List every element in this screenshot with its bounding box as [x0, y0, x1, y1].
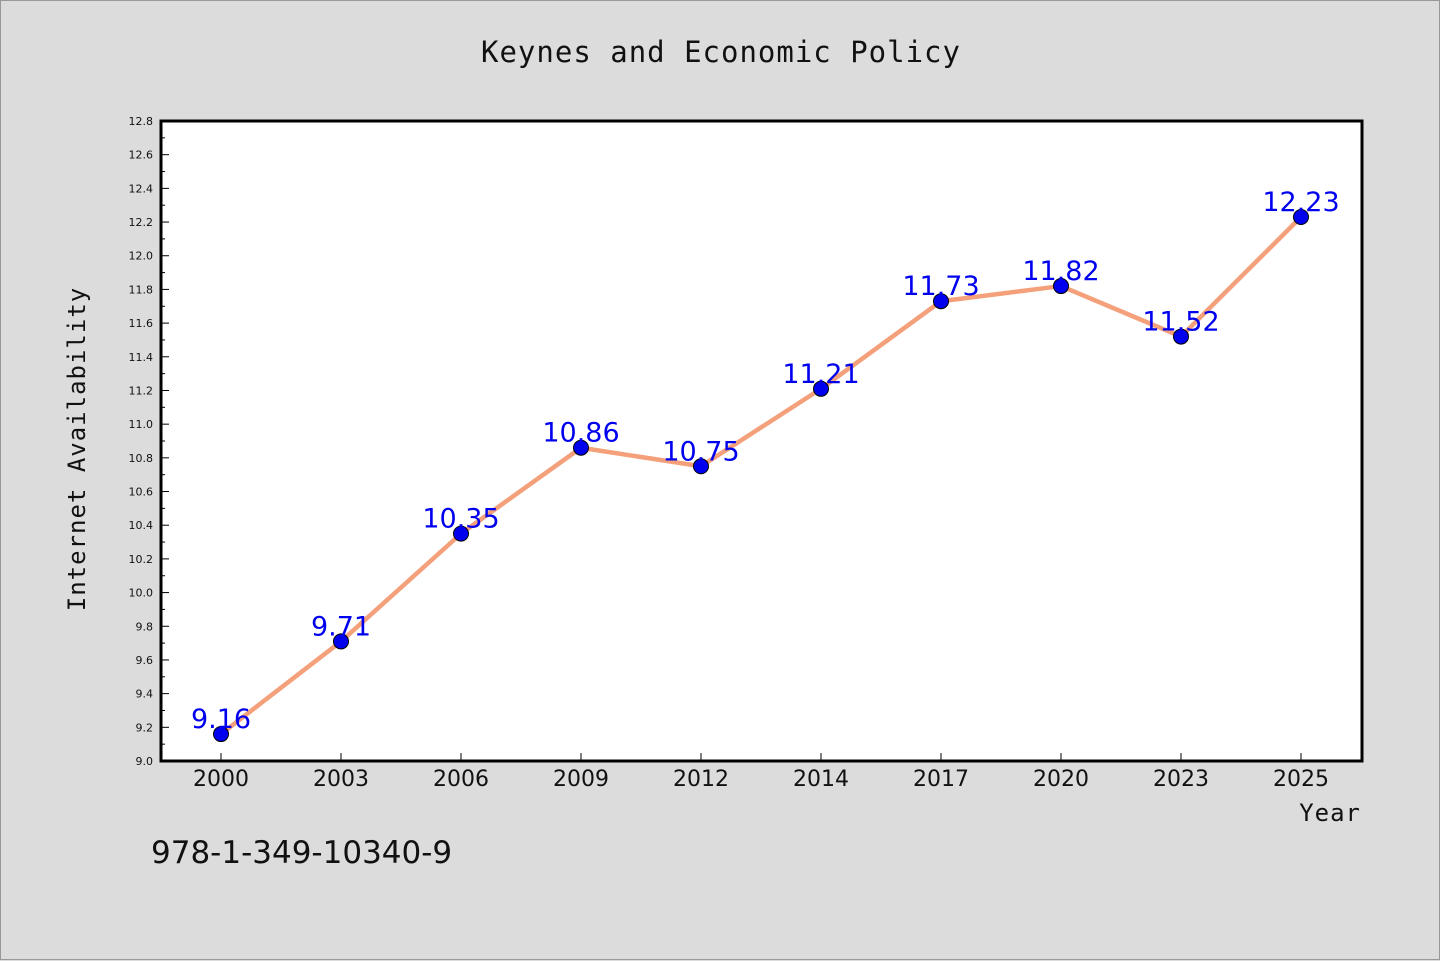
- y-tick-label: 9.2: [136, 721, 154, 734]
- y-tick-label: 10.0: [129, 587, 154, 600]
- data-labels-group: 9.16 9.71 10.35 10.86 10.75 11.21 11.73 11.82 11…: [191, 187, 1340, 735]
- data-point: [1293, 209, 1309, 225]
- y-tick-label: 9.8: [136, 620, 154, 633]
- x-tick-label: 2003: [313, 767, 369, 792]
- chart-title: Keynes and Economic Policy: [481, 35, 961, 69]
- y-tick-label: 11.8: [129, 283, 154, 296]
- x-tick-label: 2020: [1033, 767, 1089, 792]
- y-tick-label: 9.4: [136, 688, 154, 701]
- y-tick-label: 12.0: [129, 250, 154, 263]
- y-tick-label: 10.6: [129, 486, 154, 499]
- data-point: [693, 458, 709, 475]
- y-tick-label: 11.6: [129, 317, 154, 330]
- data-point: [453, 525, 469, 542]
- data-label: 11.73: [902, 271, 979, 302]
- data-point: [813, 380, 829, 397]
- y-tick-label: 12.4: [129, 182, 154, 195]
- plot-area: [159, 119, 1364, 763]
- data-point: [333, 633, 349, 650]
- y-axis-label: Internet Availability: [63, 287, 91, 611]
- series-line-group: [219, 215, 1303, 736]
- y-tick-label: 12.2: [129, 216, 154, 229]
- y-tick-label: 11.0: [129, 418, 154, 431]
- data-label: 12.23: [1262, 187, 1339, 218]
- y-tick-label: 9.0: [136, 755, 154, 768]
- x-tick-label: 2023: [1153, 767, 1209, 792]
- x-tick-label: 2014: [793, 767, 849, 792]
- data-point: [933, 293, 949, 310]
- data-point: [1173, 328, 1189, 345]
- x-tick-label: 2012: [673, 767, 729, 792]
- y-tick-label: 10.2: [129, 553, 154, 566]
- data-label: 9.16: [191, 704, 251, 735]
- data-label: 11.21: [782, 359, 859, 390]
- x-axis: 2000 2003 2006 2009 2012 2014 2017 2020 2023 2025: [193, 753, 1329, 792]
- data-label: 10.75: [662, 436, 739, 467]
- series-line: [219, 215, 1303, 736]
- y-tick-label: 12.8: [129, 115, 154, 128]
- x-tick-label: 2006: [433, 767, 489, 792]
- data-label: 10.35: [422, 504, 499, 535]
- x-tick-label: 2017: [913, 767, 969, 792]
- x-tick-label: 2009: [553, 767, 609, 792]
- series-points-group: [213, 209, 1309, 743]
- y-tick-label: 10.8: [129, 452, 154, 465]
- data-point: [573, 439, 589, 456]
- isbn-text: 978-1-349-10340-9: [151, 835, 453, 871]
- y-tick-label: 12.6: [129, 149, 154, 162]
- y-tick-label: 11.4: [129, 351, 154, 364]
- x-tick-label: 2025: [1273, 767, 1329, 792]
- y-axis: 9.0 9.2 9.4 9.6 9.8 10.0 10.2 10.4 10.6 10.8 11.0 1…: [129, 115, 169, 768]
- y-tick-label: 9.6: [136, 654, 154, 667]
- data-label: 10.86: [542, 418, 619, 449]
- y-tick-label: 11.2: [129, 384, 154, 397]
- data-point: [1053, 278, 1069, 295]
- x-axis-label: Year: [1299, 799, 1361, 827]
- x-tick-label: 2000: [193, 767, 249, 792]
- data-label: 9.71: [311, 611, 371, 642]
- y-tick-label: 10.4: [129, 519, 154, 532]
- data-label: 11.52: [1142, 307, 1219, 338]
- data-label: 11.82: [1022, 256, 1099, 287]
- data-point: [213, 726, 229, 743]
